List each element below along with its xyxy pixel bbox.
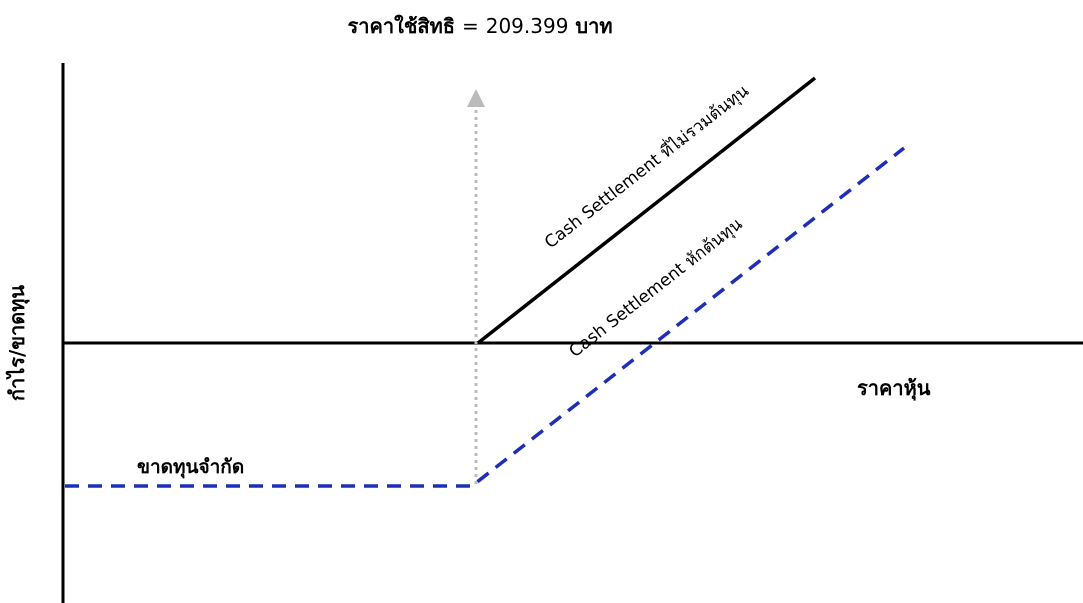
title-value: 209.399 — [486, 14, 569, 38]
gross-payoff-line — [476, 76, 817, 345]
y-axis-label: กำไร/ขาดทุน — [5, 285, 30, 402]
net-line-label: Cash Settlement หักต้นทุน — [565, 214, 746, 362]
net-payoff-line — [65, 146, 906, 488]
title-prefix: ราคาใช้สิทธิ — [347, 14, 455, 38]
title-equals: = — [462, 14, 479, 38]
title-unit: บาท — [575, 14, 612, 38]
x-axis-label: ราคาหุ้น — [857, 376, 931, 401]
limited-loss-label: ขาดทุนจำกัด — [137, 456, 244, 479]
diagram-title: ราคาใช้สิทธิ = 209.399 บาท — [347, 14, 612, 38]
